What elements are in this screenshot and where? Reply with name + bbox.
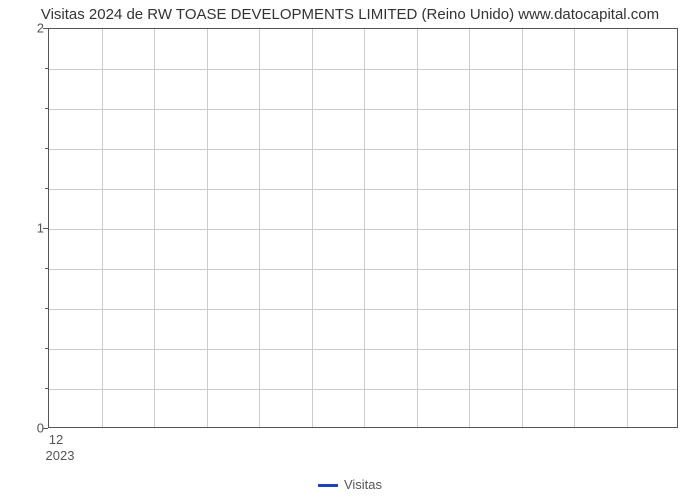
grid-v bbox=[522, 29, 523, 427]
grid-h bbox=[49, 309, 677, 310]
legend-label: Visitas bbox=[344, 477, 382, 492]
grid-v bbox=[627, 29, 628, 427]
grid-v bbox=[102, 29, 103, 427]
plot-area bbox=[48, 28, 678, 428]
y-minor-tick bbox=[45, 188, 48, 189]
grid-v bbox=[259, 29, 260, 427]
grid-h bbox=[49, 69, 677, 70]
y-minor-tick bbox=[45, 108, 48, 109]
x-tick-label-month: 12 bbox=[49, 432, 63, 447]
grid-v bbox=[154, 29, 155, 427]
grid-h bbox=[49, 349, 677, 350]
y-minor-tick bbox=[45, 148, 48, 149]
y-minor-tick bbox=[45, 268, 48, 269]
grid-v bbox=[207, 29, 208, 427]
grid-h bbox=[49, 269, 677, 270]
y-tick-label: 0 bbox=[4, 421, 44, 436]
grid-h bbox=[49, 149, 677, 150]
chart-container: Visitas 2024 de RW TOASE DEVELOPMENTS LI… bbox=[0, 0, 700, 500]
legend-swatch bbox=[318, 484, 338, 487]
grid-v bbox=[364, 29, 365, 427]
chart-title: Visitas 2024 de RW TOASE DEVELOPMENTS LI… bbox=[0, 6, 700, 23]
grid-v bbox=[469, 29, 470, 427]
grid-h bbox=[49, 229, 677, 230]
grid-h bbox=[49, 109, 677, 110]
grid-v bbox=[574, 29, 575, 427]
y-tick-label: 1 bbox=[4, 221, 44, 236]
grid-h bbox=[49, 389, 677, 390]
y-minor-tick bbox=[45, 348, 48, 349]
x-tick-label-year: 2023 bbox=[46, 448, 75, 463]
y-minor-tick bbox=[45, 68, 48, 69]
grid-v bbox=[312, 29, 313, 427]
y-minor-tick bbox=[45, 388, 48, 389]
y-tick-label: 2 bbox=[4, 21, 44, 36]
legend: Visitas bbox=[0, 477, 700, 492]
grid-h bbox=[49, 189, 677, 190]
grid-v bbox=[417, 29, 418, 427]
y-minor-tick bbox=[45, 308, 48, 309]
